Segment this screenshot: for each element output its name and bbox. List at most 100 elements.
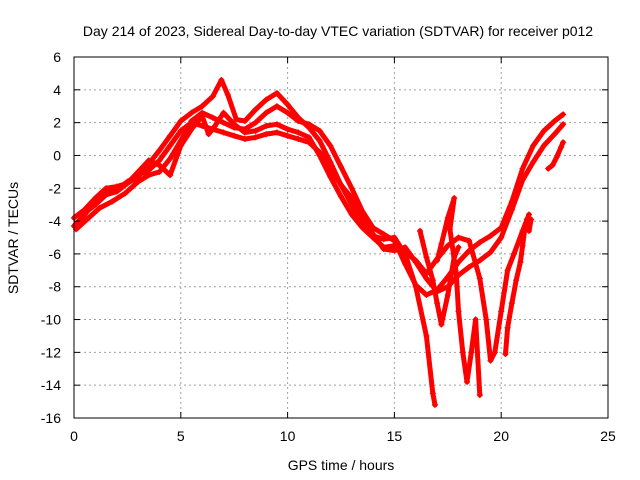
data-point — [476, 257, 483, 264]
data-point — [156, 162, 163, 169]
data-point — [167, 155, 174, 162]
data-series — [71, 76, 567, 408]
data-point — [209, 93, 216, 100]
data-point — [498, 224, 505, 231]
data-point — [233, 116, 240, 123]
data-point — [380, 244, 387, 251]
data-point — [491, 349, 498, 356]
data-point — [551, 117, 558, 124]
x-tick-label: 25 — [600, 428, 616, 444]
series-trace — [71, 120, 566, 295]
data-point — [519, 165, 526, 172]
data-point — [487, 357, 494, 364]
data-point — [391, 234, 398, 241]
data-point — [402, 249, 409, 256]
data-point — [502, 351, 509, 358]
data-point — [446, 226, 453, 233]
data-point — [508, 198, 515, 205]
grid-lines — [74, 57, 608, 418]
data-point — [122, 190, 129, 197]
data-point — [498, 234, 505, 241]
data-point — [338, 193, 344, 200]
data-point — [284, 126, 291, 133]
data-point — [167, 132, 174, 139]
y-tick-label: -4 — [49, 213, 62, 229]
data-point — [466, 264, 473, 271]
series-trace — [434, 195, 483, 398]
data-point — [156, 168, 163, 175]
y-tick-label: 6 — [53, 49, 61, 65]
data-point — [530, 159, 537, 166]
data-point — [263, 131, 270, 138]
data-point — [220, 109, 227, 116]
data-point — [284, 109, 291, 116]
data-point — [145, 157, 152, 164]
data-point — [177, 117, 184, 124]
data-point — [305, 134, 312, 141]
data-point — [423, 291, 430, 298]
data-point — [558, 144, 565, 151]
data-point — [231, 121, 238, 128]
data-point — [417, 227, 424, 234]
series-trace — [84, 110, 532, 364]
data-point — [124, 180, 131, 187]
data-point — [429, 390, 436, 397]
x-axis-label: GPS time / hours — [288, 457, 395, 473]
y-tick-label: 4 — [53, 82, 61, 98]
data-point — [455, 244, 462, 251]
data-point — [553, 154, 560, 161]
series-trace — [503, 217, 534, 357]
data-point — [412, 257, 419, 264]
data-point — [540, 127, 547, 134]
data-point — [316, 127, 323, 134]
data-point — [508, 300, 515, 307]
data-point — [167, 142, 174, 149]
data-point — [476, 275, 483, 282]
data-point — [464, 378, 471, 385]
data-point — [295, 136, 302, 143]
data-point — [188, 117, 195, 124]
data-point — [273, 103, 280, 110]
y-tick-label: -14 — [41, 377, 61, 393]
data-point — [348, 211, 355, 218]
data-point — [295, 129, 302, 136]
data-point — [218, 76, 225, 83]
data-point — [451, 195, 458, 202]
data-point — [252, 119, 259, 126]
data-point — [423, 332, 430, 339]
y-axis-label: SDTVAR / TECUs — [5, 182, 21, 294]
data-point — [528, 216, 535, 223]
data-point — [348, 185, 355, 192]
data-point — [167, 172, 174, 179]
data-point — [423, 254, 430, 261]
data-point — [220, 129, 227, 136]
y-tick-label: -16 — [41, 410, 61, 426]
data-point — [487, 232, 494, 239]
data-point — [498, 308, 505, 315]
data-point — [434, 300, 441, 307]
data-point — [103, 185, 110, 192]
axis-ticks: 0 5 10 15 20 25 -16 -14 -12 -10 -8 -6 -4 -2 0 2 4 6 — [41, 49, 616, 444]
x-tick-label: 10 — [280, 428, 296, 444]
data-point — [327, 173, 334, 180]
x-tick-label: 5 — [177, 428, 185, 444]
data-point — [241, 129, 248, 136]
data-point — [103, 191, 110, 198]
data-point — [273, 121, 280, 128]
series-3 — [83, 109, 532, 364]
data-point — [231, 132, 238, 139]
data-point — [284, 101, 291, 108]
data-point — [241, 136, 248, 143]
series-0 — [71, 119, 567, 295]
data-point — [284, 132, 291, 139]
data-point — [199, 113, 206, 120]
data-point — [113, 188, 120, 195]
data-point — [519, 242, 526, 249]
data-point — [205, 131, 212, 138]
data-point — [517, 259, 524, 266]
data-point — [135, 168, 142, 175]
data-point — [348, 201, 355, 208]
series-5 — [434, 195, 483, 399]
series-trace — [73, 103, 566, 298]
